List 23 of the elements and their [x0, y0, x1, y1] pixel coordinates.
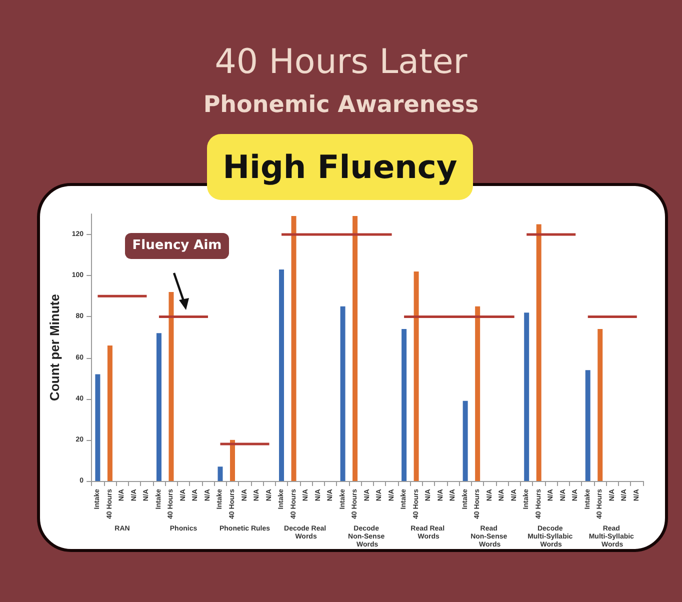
bar: [402, 329, 407, 481]
bar: [585, 370, 590, 481]
bar: [218, 466, 223, 481]
chart-title: 40 Hours Later: [214, 42, 468, 82]
bar: [95, 374, 100, 481]
bar: [291, 216, 296, 481]
bar: [414, 272, 419, 481]
chart-subtitle: Phonemic Awareness: [202, 92, 480, 118]
bar: [524, 312, 530, 481]
bar: [107, 345, 112, 481]
annotation: Fluency Aim: [125, 233, 229, 259]
bar: [598, 329, 603, 481]
bar: [536, 224, 542, 481]
y-axis-title: Count per Minute: [47, 294, 62, 401]
bar: [462, 400, 468, 481]
bar: [230, 440, 235, 481]
text: High Fluency: [207, 134, 473, 200]
bar: [279, 269, 284, 481]
bar: [168, 292, 174, 481]
bar: [156, 333, 162, 481]
bar: [340, 306, 346, 481]
bar: [475, 306, 480, 481]
bar: [352, 216, 358, 481]
